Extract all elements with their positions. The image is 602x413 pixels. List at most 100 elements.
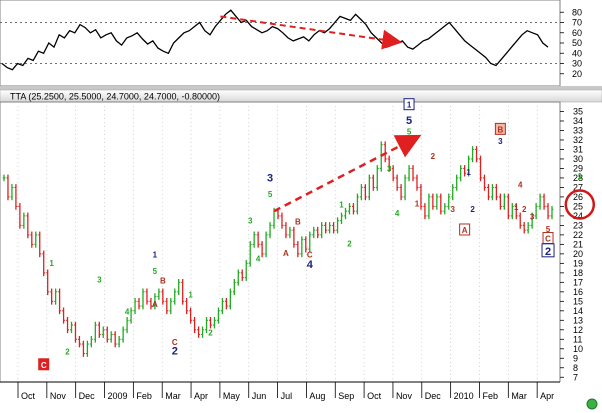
- x-tick-label: Nov: [396, 391, 413, 401]
- wave-label: 3: [450, 205, 455, 214]
- price-panel: 7891011121314151617181920212223242526272…: [0, 98, 596, 383]
- price-tick-label: 14: [573, 306, 583, 316]
- price-tick-label: 29: [573, 163, 583, 173]
- x-tick-label: Nov: [50, 391, 67, 401]
- wave-label: C: [172, 338, 178, 347]
- x-tick-label: Feb: [136, 391, 152, 401]
- wave-label: 4: [518, 180, 523, 189]
- price-tick-label: 27: [573, 182, 583, 192]
- price-tick-label: 33: [573, 125, 583, 135]
- wave-label: B: [295, 217, 301, 226]
- wave-label: 3: [387, 164, 392, 173]
- x-tick-label: May: [223, 391, 241, 401]
- indicator-tick-label: 60: [572, 28, 582, 38]
- wave-label: 2: [208, 328, 213, 337]
- indicator-tick-label: 70: [572, 18, 582, 28]
- wave-label-box: [494, 122, 506, 135]
- wave-label: 2: [65, 347, 70, 356]
- indicator-tick-label: 40: [572, 48, 582, 58]
- price-tick-label: 20: [573, 249, 583, 259]
- wave-label: 1: [188, 291, 193, 300]
- x-tick-label: 2009: [108, 391, 128, 401]
- highlight-circle: [564, 189, 596, 220]
- legend-text: TTA (25.2500, 25.5000, 24.7000, 24.7000,…: [10, 92, 220, 102]
- wave-label: 5: [407, 127, 412, 136]
- wave-label: 1: [49, 259, 54, 268]
- wave-label-box: [541, 243, 555, 258]
- price-tick-label: 19: [573, 258, 583, 268]
- price-tick-label: 13: [573, 315, 583, 325]
- price-tick-label: 31: [573, 144, 583, 154]
- wave-label: C: [307, 251, 313, 260]
- wave-label: 5: [546, 225, 551, 234]
- price-tick-label: 26: [573, 192, 583, 202]
- x-tick-label: Jun: [252, 391, 267, 401]
- indicator-tick-label: 30: [572, 59, 582, 69]
- wave-label: A: [283, 249, 289, 258]
- price-tick-label: 32: [573, 135, 583, 145]
- price-tick-label: 7: [573, 372, 578, 382]
- wave-label: 2: [172, 345, 178, 357]
- price-tick-label: 16: [573, 287, 583, 297]
- status-icon: [586, 398, 598, 410]
- wave-label: 1: [415, 199, 420, 208]
- indicator-tick-label: 50: [572, 38, 582, 48]
- wave-label: 4: [256, 254, 261, 263]
- x-tick-label: Aug: [309, 391, 325, 401]
- wave-label: 2: [545, 246, 551, 258]
- wave-label: 5: [153, 267, 158, 276]
- x-tick-label: Sep: [338, 391, 354, 401]
- wave-label: B: [497, 125, 503, 134]
- price-tick-label: 18: [573, 268, 583, 278]
- x-tick-label: Dec: [79, 391, 96, 401]
- wave-label: 5: [268, 190, 273, 199]
- price-tick-label: 8: [573, 363, 578, 373]
- x-tick-label: Mar: [511, 391, 527, 401]
- indicator-tick-label: 80: [572, 7, 582, 17]
- x-tick-label: Feb: [482, 391, 498, 401]
- price-tick-label: 10: [573, 344, 583, 354]
- price-tick-label: 9: [573, 353, 578, 363]
- wave-label: 5: [406, 115, 412, 127]
- x-tick-label: Dec: [425, 391, 442, 401]
- price-tick-label: 34: [573, 116, 583, 126]
- price-tick-label: 24: [573, 211, 583, 221]
- wave-label: 2: [522, 205, 527, 214]
- x-tick-label: 2010: [454, 391, 474, 401]
- wave-label: 4: [307, 259, 314, 271]
- x-tick-label: Apr: [194, 391, 208, 401]
- price-tick-label: 25: [573, 201, 583, 211]
- wave-label: 3: [267, 173, 273, 185]
- indicator-line: [1, 9, 549, 71]
- wave-label: B: [160, 276, 166, 285]
- price-tick-label: 11: [573, 334, 582, 344]
- x-tick-label: Jul: [281, 391, 293, 401]
- wave-label: 1: [514, 203, 519, 212]
- wave-label: 1: [578, 172, 583, 181]
- price-tick-label: 17: [573, 277, 583, 287]
- x-tick-label: Oct: [367, 391, 382, 401]
- wave-label: 1: [153, 251, 158, 260]
- wave-label: 2: [347, 239, 352, 248]
- price-tick-label: 23: [573, 220, 583, 230]
- wave-label: C: [41, 361, 47, 370]
- wave-label: A: [462, 226, 468, 235]
- wave-label-box: [38, 358, 50, 371]
- price-tick-label: 35: [573, 106, 583, 116]
- wave-label: 4: [395, 209, 400, 218]
- wave-label: 2: [431, 152, 436, 161]
- price-tick-label: 12: [573, 325, 583, 335]
- wave-label: 3: [97, 275, 102, 284]
- price-tick-label: 28: [573, 173, 583, 183]
- wave-label: 3: [248, 216, 253, 225]
- price-tick-label: 15: [573, 296, 583, 306]
- status-dot-icon: [586, 398, 598, 410]
- x-tick-label: Apr: [540, 391, 554, 401]
- wave-label: 3: [498, 137, 503, 146]
- wave-label: A: [152, 300, 158, 309]
- wave-label: 4: [125, 308, 130, 317]
- x-tick-label: Oct: [21, 391, 36, 401]
- wave-label-box: [403, 98, 415, 111]
- x-axis: Oct Nov Dec 2009 Feb Mar Apr May Jun Jul Aug Sep Oct…: [0, 381, 560, 401]
